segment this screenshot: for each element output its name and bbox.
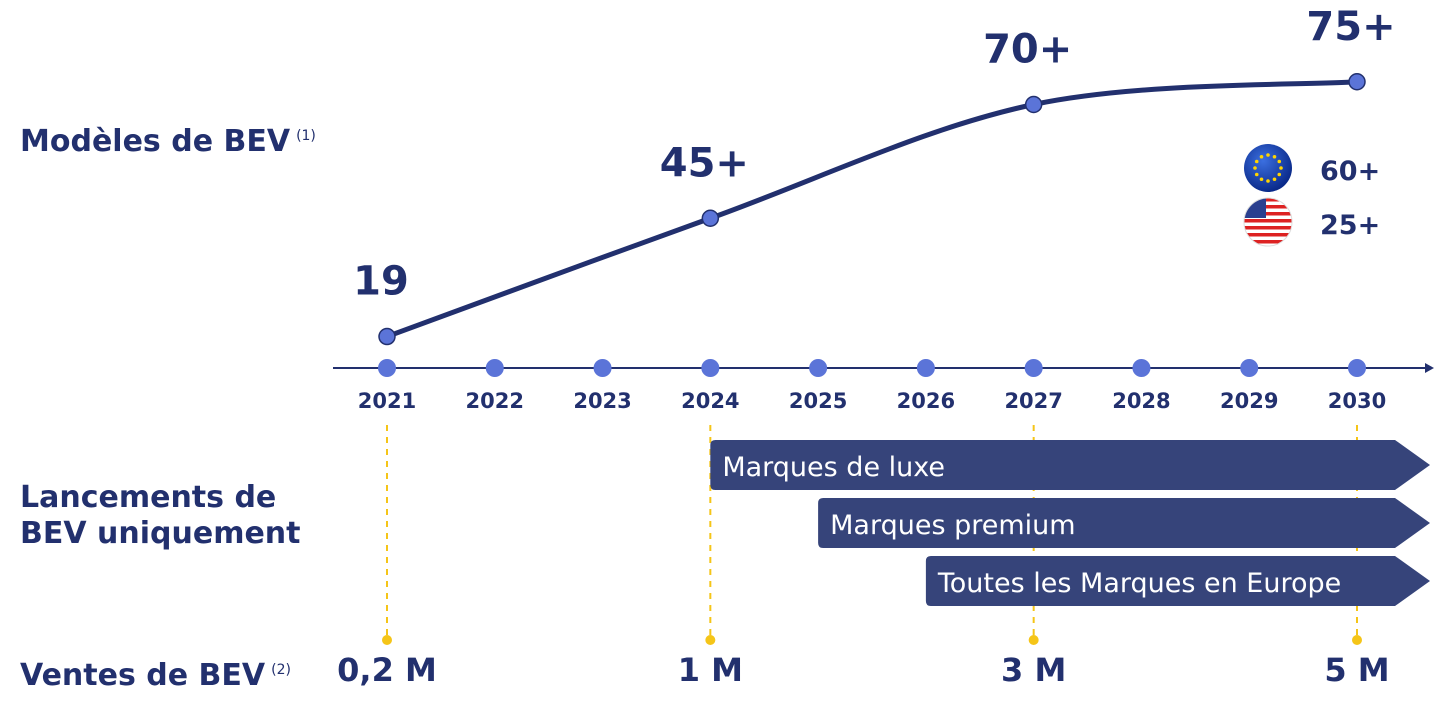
x-tick-label: 2022 bbox=[466, 389, 524, 413]
region-label: 25+ bbox=[1320, 210, 1380, 241]
eu-star bbox=[1254, 159, 1259, 164]
x-tick-label: 2027 bbox=[1004, 389, 1062, 413]
value-label: 45+ bbox=[660, 140, 749, 186]
x-tick-label: 2028 bbox=[1112, 389, 1170, 413]
guide-dot bbox=[382, 635, 392, 645]
launch-bar bbox=[925, 556, 1430, 606]
tick-dot bbox=[378, 359, 396, 377]
tick-dot bbox=[1348, 359, 1366, 377]
point bbox=[1348, 73, 1366, 91]
eu-star bbox=[1266, 153, 1270, 157]
point bbox=[378, 327, 396, 346]
sales-label: 1 M bbox=[678, 651, 743, 689]
guide-dot bbox=[1028, 635, 1039, 645]
eu-star bbox=[1277, 159, 1282, 164]
launch-label: Marques premium bbox=[830, 510, 1075, 541]
axis-arrow bbox=[1425, 363, 1434, 373]
tick-dot bbox=[1132, 359, 1151, 377]
point bbox=[701, 209, 720, 227]
us-flag-rim bbox=[1243, 197, 1293, 247]
x-tick-label: 2025 bbox=[789, 389, 847, 413]
x-tick-label: 2026 bbox=[897, 389, 955, 413]
footnote: (1) bbox=[296, 128, 316, 144]
row-label: Ventes de BEV (2) bbox=[20, 652, 291, 694]
eu-star bbox=[1259, 154, 1264, 159]
eu-star bbox=[1277, 172, 1282, 177]
eu-star bbox=[1254, 172, 1259, 177]
tick-dot bbox=[701, 359, 720, 377]
sales-label: 3 M bbox=[1001, 651, 1066, 689]
launch-label: Toutes les Marques en Europe bbox=[937, 568, 1341, 599]
launch-label: Marques de luxe bbox=[722, 452, 945, 483]
x-tick-label: 2024 bbox=[681, 389, 739, 413]
row-label: Lancements de BEV uniquement bbox=[20, 480, 301, 551]
x-tick-label: 2023 bbox=[573, 389, 631, 413]
row-label: Modèles de BEV (1) bbox=[20, 118, 316, 160]
tick-dot bbox=[1024, 359, 1043, 377]
x-tick-label: 2029 bbox=[1220, 389, 1278, 413]
tick-dot bbox=[1240, 359, 1259, 377]
footnote: (2) bbox=[271, 662, 291, 678]
tick-dot bbox=[809, 359, 828, 377]
x-tick-label: 2021 bbox=[358, 389, 416, 413]
guide-dot bbox=[705, 635, 716, 645]
tick-dot bbox=[916, 359, 935, 377]
row-title: Ventes de BEV bbox=[20, 658, 266, 693]
value-label: 19 bbox=[353, 259, 409, 305]
eu-star bbox=[1272, 154, 1277, 159]
launch-bar bbox=[710, 440, 1430, 490]
value-label: 70+ bbox=[983, 27, 1072, 73]
row-title: Modèles de BEV bbox=[20, 124, 291, 159]
eu-star bbox=[1279, 166, 1283, 170]
eu-flag bbox=[1244, 144, 1292, 192]
eu-star bbox=[1259, 177, 1264, 182]
point bbox=[1024, 95, 1043, 114]
launch-bar bbox=[818, 498, 1430, 548]
region-label: 60+ bbox=[1320, 156, 1380, 187]
eu-star bbox=[1272, 177, 1277, 182]
guide-dot bbox=[1352, 635, 1362, 645]
tick-dot bbox=[593, 359, 612, 377]
sales-label: 0,2 M bbox=[337, 651, 437, 689]
eu-star bbox=[1253, 166, 1257, 170]
eu-star bbox=[1266, 179, 1270, 183]
x-tick-label: 2030 bbox=[1328, 389, 1386, 413]
line bbox=[386, 79, 1358, 339]
value-label: 75+ bbox=[1306, 4, 1395, 50]
sales-label: 5 M bbox=[1324, 651, 1389, 689]
tick-dot bbox=[485, 359, 504, 377]
